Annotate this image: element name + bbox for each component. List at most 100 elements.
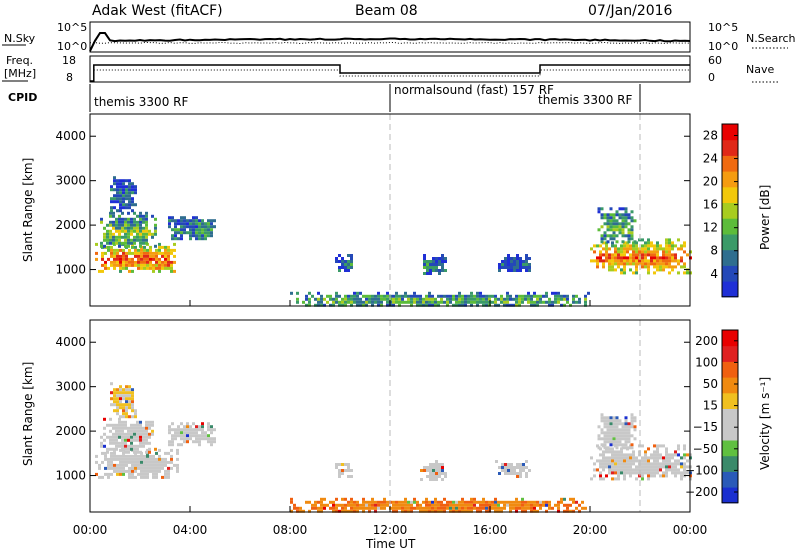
heatmap-cell-7 bbox=[557, 294, 560, 298]
heatmap-cell-1 bbox=[136, 450, 139, 454]
heatmap-cell-7 bbox=[428, 509, 431, 513]
heatmap-cell-7 bbox=[530, 303, 533, 307]
heatmap-cell-0 bbox=[113, 469, 116, 473]
heatmap-cell-8 bbox=[635, 268, 638, 272]
heatmap-cell-7 bbox=[362, 503, 365, 507]
heatmap-cell-8 bbox=[611, 468, 614, 472]
heatmap-cell-2 bbox=[131, 397, 134, 401]
heatmap-cell-8 bbox=[620, 465, 623, 469]
heatmap-cell-7 bbox=[392, 294, 395, 298]
heatmap-cell-1 bbox=[127, 232, 130, 236]
heatmap-cell-3 bbox=[195, 222, 198, 226]
heatmap-cell-0 bbox=[176, 469, 179, 473]
heatmap-cell-8 bbox=[641, 477, 644, 481]
heatmap-cell-9 bbox=[624, 216, 628, 220]
heatmap-cell-8 bbox=[617, 468, 620, 472]
heatmap-cell-8 bbox=[665, 453, 668, 457]
heatmap-cell-1 bbox=[139, 426, 142, 430]
heatmap-cell-8 bbox=[686, 471, 689, 475]
heatmap-cell-1 bbox=[124, 432, 127, 436]
heatmap-cell-4 bbox=[344, 269, 347, 272]
heatmap-cell-0 bbox=[122, 260, 125, 264]
heatmap-cell-1 bbox=[145, 438, 148, 442]
heatmap-cell-8 bbox=[653, 453, 656, 457]
heatmap-cell-7 bbox=[506, 291, 509, 295]
heatmap-cell-1 bbox=[118, 232, 121, 236]
heatmap-cell-7 bbox=[401, 509, 404, 513]
heatmap-cell-7 bbox=[470, 509, 473, 513]
heatmap-cell-7 bbox=[329, 506, 332, 510]
heatmap-cell-0 bbox=[152, 263, 155, 267]
heatmap-cell-7 bbox=[452, 500, 455, 504]
heatmap-cell-8 bbox=[644, 465, 647, 469]
heatmap-cell-3 bbox=[180, 234, 183, 238]
heatmap-cell-2 bbox=[119, 182, 122, 186]
heatmap-cell-5 bbox=[444, 260, 447, 263]
heatmap-cell-0 bbox=[119, 269, 122, 273]
heatmap-cell-7 bbox=[560, 294, 563, 298]
heatmap-cell-7 bbox=[491, 503, 494, 507]
heatmap-cell-8 bbox=[614, 262, 617, 266]
heatmap-cell-1 bbox=[124, 447, 127, 451]
heatmap-cell-7 bbox=[404, 509, 407, 513]
heatmap-cell-8 bbox=[620, 262, 623, 266]
heatmap-cell-9 bbox=[618, 437, 622, 441]
heatmap-cell-1 bbox=[145, 229, 148, 233]
heatmap-cell-1 bbox=[118, 229, 121, 233]
heatmap-cell-9 bbox=[627, 425, 631, 429]
heatmap-cell-9 bbox=[615, 425, 619, 429]
noise-sky-line bbox=[89, 32, 691, 52]
heatmap-cell-8 bbox=[614, 456, 617, 460]
heatmap-cell-2 bbox=[128, 191, 131, 195]
heatmap-cell-7 bbox=[398, 294, 401, 298]
heatmap-cell-9 bbox=[615, 440, 619, 444]
heatmap-cell-1 bbox=[139, 211, 142, 215]
heatmap-cell-9 bbox=[612, 228, 616, 232]
heatmap-cell-1 bbox=[115, 223, 118, 227]
heatmap-cell-4 bbox=[338, 260, 341, 263]
freq-left-tick-bottom: 8 bbox=[66, 71, 73, 84]
heatmap-cell-6 bbox=[501, 469, 504, 472]
heatmap-cell-0 bbox=[167, 257, 170, 261]
heatmap-cell-7 bbox=[314, 506, 317, 510]
heatmap-cell-8 bbox=[647, 456, 650, 460]
heatmap-cell-2 bbox=[119, 200, 122, 204]
heatmap-cell-3 bbox=[189, 237, 192, 241]
heatmap-cell-0 bbox=[107, 266, 110, 270]
heatmap-cell-7 bbox=[365, 506, 368, 510]
heatmap-cell-8 bbox=[611, 244, 614, 248]
heatmap-cell-8 bbox=[599, 462, 602, 466]
heatmap-cell-0 bbox=[146, 466, 149, 470]
heatmap-cell-8 bbox=[611, 253, 614, 257]
heatmap-cell-2 bbox=[116, 185, 119, 189]
heatmap-cell-6 bbox=[513, 269, 516, 272]
heatmap-cell-0 bbox=[143, 257, 146, 261]
heatmap-cell-8 bbox=[626, 256, 629, 260]
heatmap-cell-9 bbox=[630, 422, 634, 426]
heatmap-cell-2 bbox=[125, 185, 128, 189]
heatmap-cell-7 bbox=[506, 500, 509, 504]
heatmap-cell-8 bbox=[602, 477, 605, 481]
heatmap-cell-9 bbox=[609, 216, 613, 220]
heatmap-cell-0 bbox=[122, 263, 125, 267]
heatmap-cell-8 bbox=[662, 456, 665, 460]
heatmap-cell-0 bbox=[152, 466, 155, 470]
noise-search-label: N.Search bbox=[746, 32, 796, 45]
heatmap-cell-7 bbox=[548, 303, 551, 307]
heatmap-cell-7 bbox=[413, 291, 416, 295]
heatmap-cell-7 bbox=[308, 303, 311, 307]
heatmap-cell-5 bbox=[426, 263, 429, 266]
heatmap-cell-9 bbox=[609, 431, 613, 435]
heatmap-cell-7 bbox=[527, 500, 530, 504]
heatmap-cell-1 bbox=[118, 220, 121, 224]
heatmap-cell-3 bbox=[210, 222, 213, 226]
heatmap-cell-7 bbox=[347, 294, 350, 298]
heatmap-cell-1 bbox=[121, 235, 124, 239]
heatmap-cell-1 bbox=[148, 420, 151, 424]
heatmap-cell-2 bbox=[110, 206, 113, 210]
colorbar-segment bbox=[722, 361, 738, 378]
heatmap-cell-7 bbox=[446, 300, 449, 304]
heatmap-cell-0 bbox=[137, 466, 140, 470]
heatmap-cell-7 bbox=[545, 503, 548, 507]
heatmap-cell-3 bbox=[174, 225, 177, 229]
